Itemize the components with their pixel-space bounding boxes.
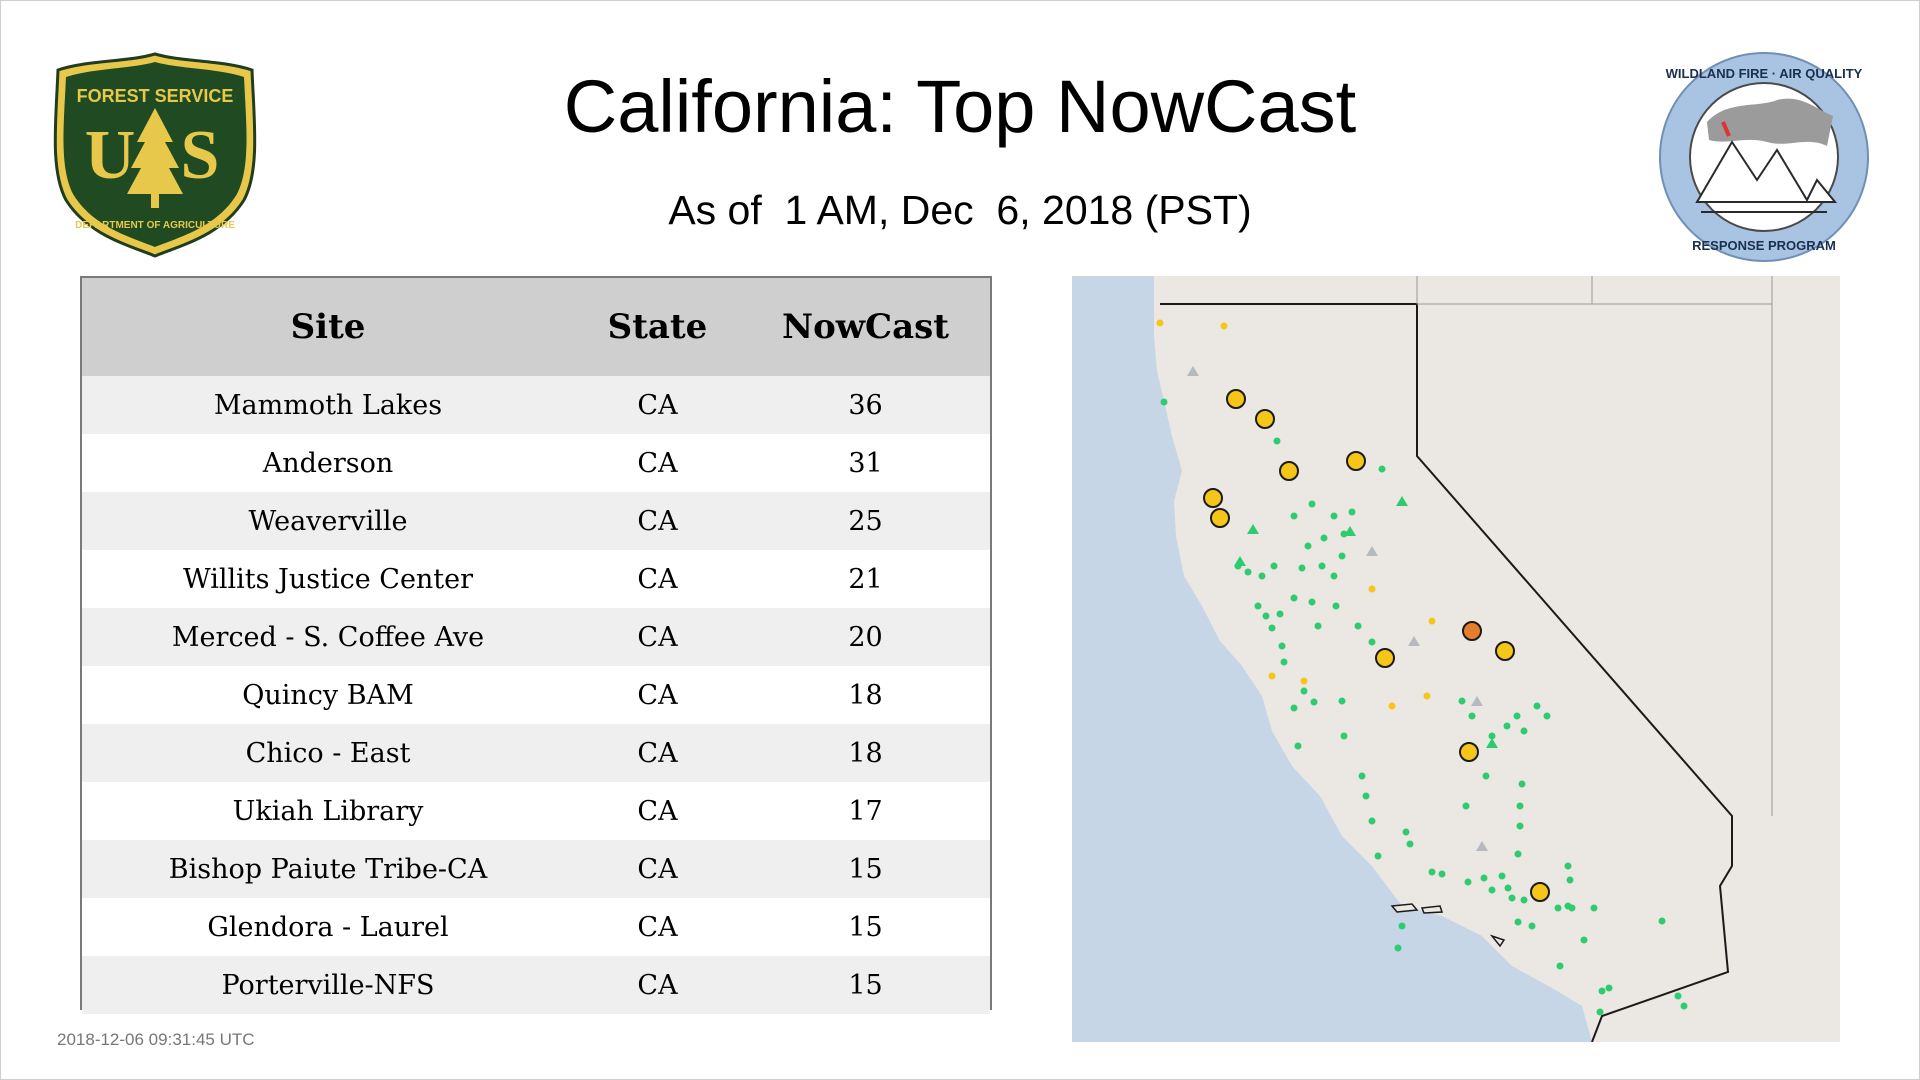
cell-state: CA [574, 376, 741, 434]
usfs-shield-logo: FOREST SERVICE U S DEPARTMENT OF AGRICUL… [48, 50, 262, 260]
logo-left-top-text: FOREST SERVICE [77, 86, 234, 106]
table-row: Mammoth Lakes CA 36 [82, 376, 990, 434]
logo-right-top-text: WILDLAND FIRE · AIR QUALITY [1666, 66, 1863, 81]
cell-state: CA [574, 492, 741, 550]
cell-state: CA [574, 898, 741, 956]
channel-islands [1390, 903, 1506, 948]
page-title: California: Top NowCast [563, 65, 1357, 148]
table-row: Merced - S. Coffee Ave CA 20 [82, 608, 990, 666]
cell-nowcast: 25 [741, 492, 990, 550]
moderate-marker [1255, 409, 1275, 429]
neighbor-borders [1416, 276, 1773, 816]
cell-site: Anderson [82, 434, 574, 492]
moderate-marker [1210, 508, 1230, 528]
table-row: Weaverville CA 25 [82, 492, 990, 550]
cell-state: CA [574, 840, 741, 898]
cell-state: CA [574, 550, 741, 608]
cell-nowcast: 18 [741, 666, 990, 724]
moderate-marker [1203, 488, 1223, 508]
good-triangle-markers [1234, 496, 1498, 748]
moderate-marker [1226, 389, 1246, 409]
cell-nowcast: 20 [741, 608, 990, 666]
cell-state: CA [574, 724, 741, 782]
cell-site: Quincy BAM [82, 666, 574, 724]
wildland-fire-air-quality-logo: WILDLAND FIRE · AIR QUALITY RESPONSE PRO… [1657, 50, 1871, 264]
usg-marker [1462, 621, 1482, 641]
moderate-marker [1495, 641, 1515, 661]
inactive-markers [1187, 366, 1488, 851]
page-subtitle: As of 1 AM, Dec 6, 2018 (PST) [668, 187, 1252, 233]
cell-nowcast: 15 [741, 898, 990, 956]
cell-nowcast: 15 [741, 956, 990, 1014]
column-header-nowcast: NowCast [741, 278, 990, 376]
table-row: Willits Justice Center CA 21 [82, 550, 990, 608]
cell-site: Glendora - Laurel [82, 898, 574, 956]
column-header-state: State [574, 278, 741, 376]
cell-nowcast: 17 [741, 782, 990, 840]
table-row: Glendora - Laurel CA 15 [82, 898, 990, 956]
cell-nowcast: 18 [741, 724, 990, 782]
generated-timestamp: 2018-12-06 09:31:45 UTC [57, 1030, 255, 1049]
table-row: Chico - East CA 18 [82, 724, 990, 782]
cell-state: CA [574, 434, 741, 492]
moderate-marker [1279, 461, 1299, 481]
svg-text:U: U [85, 117, 136, 194]
california-monitor-map [1072, 276, 1840, 1042]
table-row: Anderson CA 31 [82, 434, 990, 492]
cell-state: CA [574, 782, 741, 840]
cell-nowcast: 21 [741, 550, 990, 608]
cell-nowcast: 31 [741, 434, 990, 492]
cell-state: CA [574, 608, 741, 666]
moderate-small-markers [1156, 319, 1436, 710]
cell-site: Mammoth Lakes [82, 376, 574, 434]
land-area [1154, 276, 1840, 1042]
good-markers [1160, 398, 1688, 1016]
table-header-row: Site State NowCast [82, 278, 990, 376]
cell-nowcast: 15 [741, 840, 990, 898]
logo-left-bottom-text: DEPARTMENT OF AGRICULTURE [75, 220, 235, 231]
cell-state: CA [574, 666, 741, 724]
table-row: Quincy BAM CA 18 [82, 666, 990, 724]
cell-site: Ukiah Library [82, 782, 574, 840]
svg-text:S: S [181, 117, 220, 194]
column-header-site: Site [82, 278, 574, 376]
cell-site: Willits Justice Center [82, 550, 574, 608]
nowcast-table: Site State NowCast Mammoth Lakes CA 36 A… [80, 276, 992, 1014]
cell-site: Porterville-NFS [82, 956, 574, 1014]
moderate-marker [1459, 742, 1479, 762]
moderate-marker [1346, 451, 1366, 471]
california-border [1160, 303, 1733, 1042]
cell-site: Merced - S. Coffee Ave [82, 608, 574, 666]
monitor-markers [1203, 389, 1550, 902]
cell-state: CA [574, 956, 741, 1014]
moderate-marker [1375, 648, 1395, 668]
cell-nowcast: 36 [741, 376, 990, 434]
table-row: Porterville-NFS CA 15 [82, 956, 990, 1014]
table-row: Bishop Paiute Tribe-CA CA 15 [82, 840, 990, 898]
table-row: Ukiah Library CA 17 [82, 782, 990, 840]
logo-right-bottom-text: RESPONSE PROGRAM [1692, 238, 1836, 253]
cell-site: Weaverville [82, 492, 574, 550]
cell-site: Bishop Paiute Tribe-CA [82, 840, 574, 898]
cell-site: Chico - East [82, 724, 574, 782]
moderate-marker [1530, 882, 1550, 902]
